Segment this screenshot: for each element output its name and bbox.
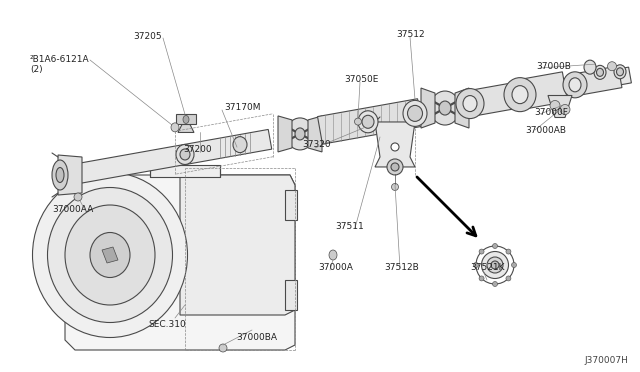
Polygon shape (278, 116, 292, 152)
Ellipse shape (65, 205, 155, 305)
Ellipse shape (74, 193, 82, 201)
Polygon shape (455, 88, 469, 128)
Ellipse shape (506, 276, 511, 281)
Text: 37000BA: 37000BA (236, 333, 277, 342)
Ellipse shape (392, 183, 399, 190)
Ellipse shape (439, 101, 451, 115)
Polygon shape (102, 247, 118, 263)
Polygon shape (178, 125, 194, 132)
Polygon shape (548, 96, 572, 118)
Polygon shape (180, 175, 295, 315)
Ellipse shape (596, 68, 604, 76)
Text: 37000AB: 37000AB (525, 126, 566, 135)
Ellipse shape (391, 163, 399, 171)
Ellipse shape (295, 128, 305, 140)
Text: 37000AA: 37000AA (52, 205, 93, 214)
Ellipse shape (180, 149, 190, 160)
Text: 37521K: 37521K (470, 263, 504, 272)
Ellipse shape (493, 244, 497, 248)
Text: 37205: 37205 (134, 32, 163, 41)
Polygon shape (468, 84, 512, 116)
Text: SEC.310: SEC.310 (148, 320, 186, 329)
Polygon shape (573, 66, 622, 96)
Ellipse shape (391, 143, 399, 151)
Text: 37512B: 37512B (384, 263, 419, 272)
Text: 37000B: 37000B (536, 62, 571, 71)
Ellipse shape (329, 250, 337, 260)
Polygon shape (517, 72, 568, 109)
Bar (285, 190, 297, 220)
Text: 37000F: 37000F (534, 108, 568, 117)
Ellipse shape (481, 251, 509, 279)
Ellipse shape (487, 257, 503, 273)
Ellipse shape (52, 160, 68, 190)
Text: ²B1A6-6121A: ²B1A6-6121A (30, 55, 90, 64)
Ellipse shape (463, 96, 477, 112)
Polygon shape (421, 88, 435, 128)
Ellipse shape (33, 173, 188, 337)
Ellipse shape (476, 246, 514, 284)
Ellipse shape (479, 276, 484, 281)
Ellipse shape (56, 167, 64, 183)
Polygon shape (65, 175, 295, 350)
Ellipse shape (355, 118, 362, 125)
Ellipse shape (479, 249, 484, 254)
Polygon shape (176, 115, 196, 125)
Ellipse shape (563, 72, 587, 98)
Ellipse shape (408, 105, 422, 121)
Ellipse shape (358, 111, 378, 133)
Ellipse shape (512, 86, 528, 104)
Ellipse shape (171, 123, 179, 132)
Text: (2): (2) (30, 65, 43, 74)
Ellipse shape (584, 60, 596, 74)
Text: 37000A: 37000A (318, 263, 353, 272)
Text: 37511: 37511 (335, 222, 364, 231)
Ellipse shape (550, 100, 560, 110)
Bar (150, 165, 220, 177)
Polygon shape (308, 116, 322, 152)
Ellipse shape (176, 144, 194, 164)
Ellipse shape (616, 68, 623, 76)
Text: 37170M: 37170M (224, 103, 260, 112)
Text: J370007H: J370007H (584, 356, 628, 365)
Ellipse shape (90, 232, 130, 278)
Ellipse shape (594, 65, 606, 79)
Polygon shape (68, 129, 272, 185)
Ellipse shape (233, 137, 247, 153)
Ellipse shape (614, 65, 626, 79)
Text: 37512: 37512 (396, 30, 424, 39)
Ellipse shape (504, 78, 536, 112)
Ellipse shape (430, 91, 460, 125)
Text: 37320: 37320 (302, 140, 331, 149)
Ellipse shape (456, 89, 484, 119)
Ellipse shape (493, 282, 497, 286)
Ellipse shape (511, 263, 516, 267)
Ellipse shape (362, 115, 374, 128)
Text: 37050E: 37050E (344, 75, 378, 84)
Text: 37200: 37200 (183, 145, 212, 154)
Ellipse shape (47, 187, 173, 323)
Polygon shape (308, 67, 632, 140)
Polygon shape (375, 122, 415, 167)
Ellipse shape (569, 78, 581, 92)
Ellipse shape (560, 105, 570, 115)
Ellipse shape (387, 159, 403, 175)
Ellipse shape (286, 118, 314, 150)
Ellipse shape (607, 62, 616, 71)
Bar (285, 280, 297, 310)
Ellipse shape (183, 115, 189, 124)
Ellipse shape (219, 344, 227, 352)
Ellipse shape (506, 249, 511, 254)
Polygon shape (58, 155, 82, 195)
Ellipse shape (491, 261, 499, 269)
Ellipse shape (403, 100, 427, 126)
Polygon shape (317, 99, 422, 144)
Ellipse shape (474, 263, 479, 267)
